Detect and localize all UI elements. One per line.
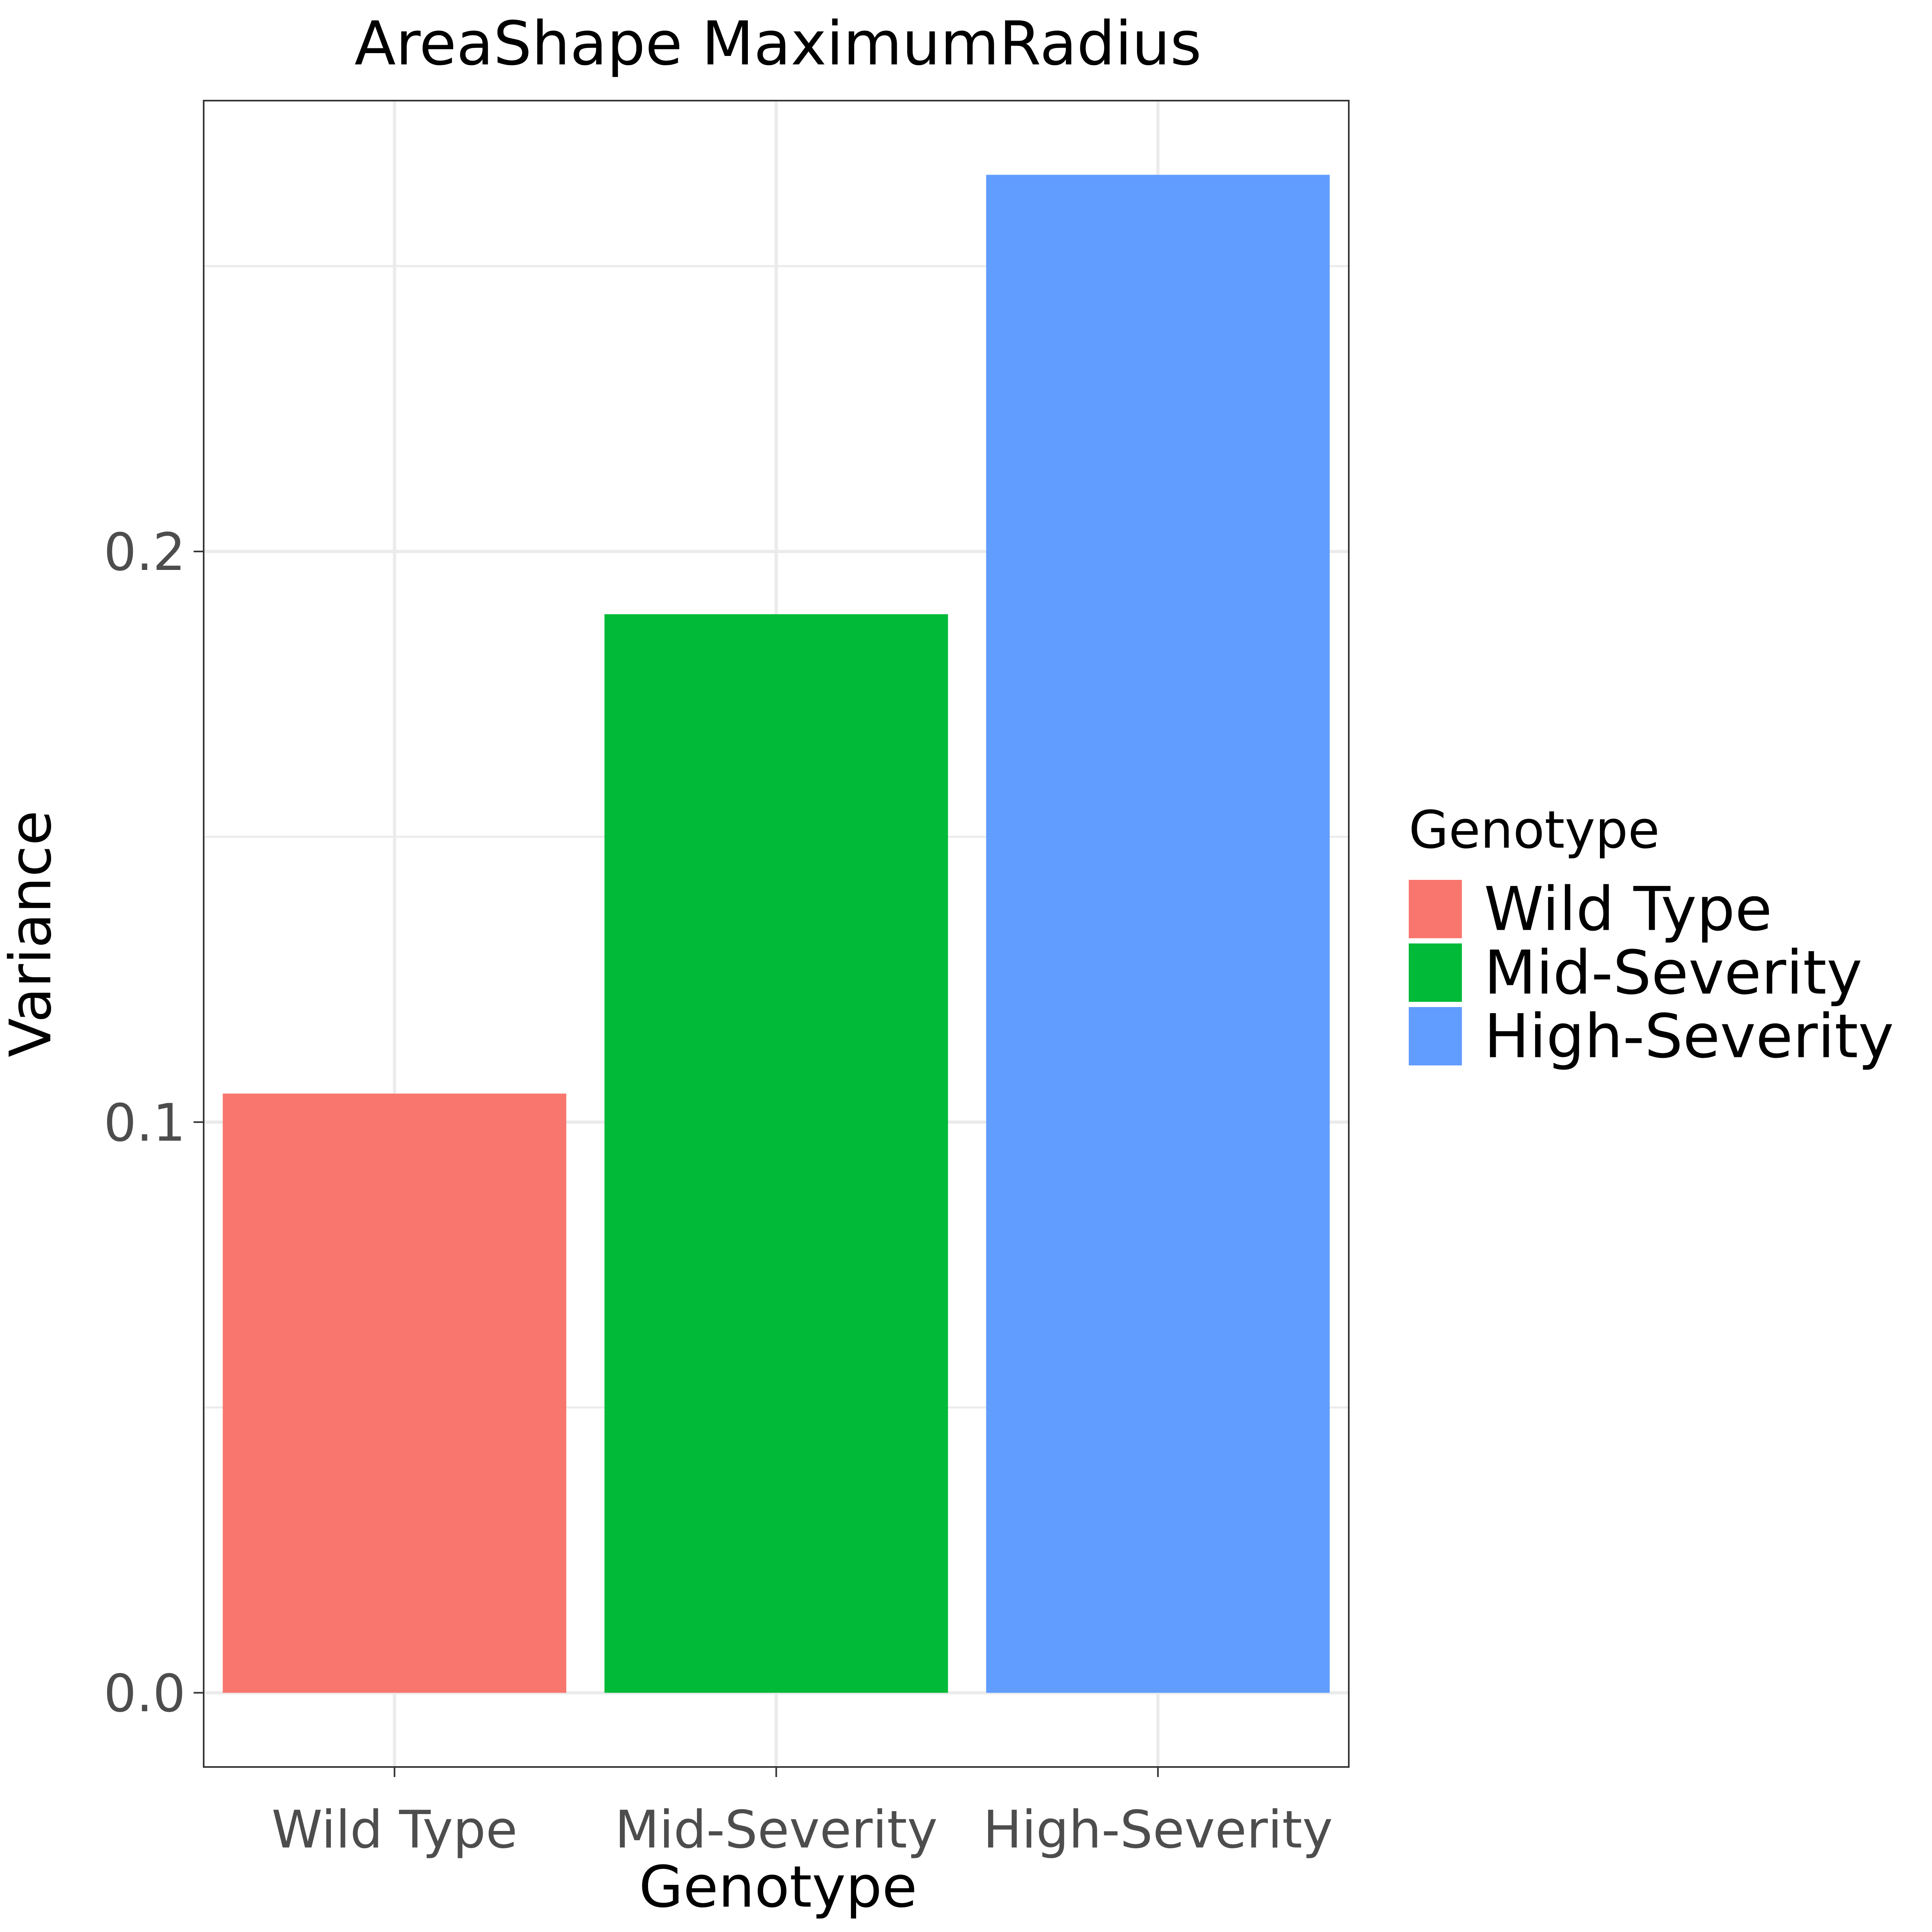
x-tick-label: High-Severity (983, 1800, 1333, 1860)
x-tick-label: Mid-Severity (615, 1800, 937, 1860)
legend-key (1409, 880, 1462, 938)
x-tick-label: Wild Type (272, 1800, 518, 1860)
x-axis-title: Genotype (639, 1854, 917, 1920)
bar (604, 614, 948, 1693)
y-axis: 0.0 0.1 0.2 (103, 522, 204, 1724)
bars (223, 175, 1330, 1693)
legend-label: High-Severity (1484, 1002, 1894, 1072)
y-tick-label: 0.1 (103, 1093, 186, 1153)
y-tick-label: 0.0 (103, 1664, 186, 1724)
legend: Genotype Wild TypeMid-SeverityHigh-Sever… (1409, 800, 1894, 1072)
x-axis: Wild Type Mid-Severity High-Severity (272, 1767, 1333, 1860)
legend-title: Genotype (1409, 800, 1660, 860)
legend-label: Mid-Severity (1484, 938, 1862, 1008)
chart-title: AreaShape MaximumRadius (355, 9, 1202, 79)
bar (986, 175, 1330, 1693)
y-tick-label: 0.2 (103, 522, 186, 582)
legend-key (1409, 943, 1462, 1002)
legend-label: Wild Type (1484, 875, 1772, 945)
legend-key (1409, 1007, 1462, 1065)
bar (223, 1093, 566, 1693)
y-axis-title: Variance (0, 810, 64, 1057)
